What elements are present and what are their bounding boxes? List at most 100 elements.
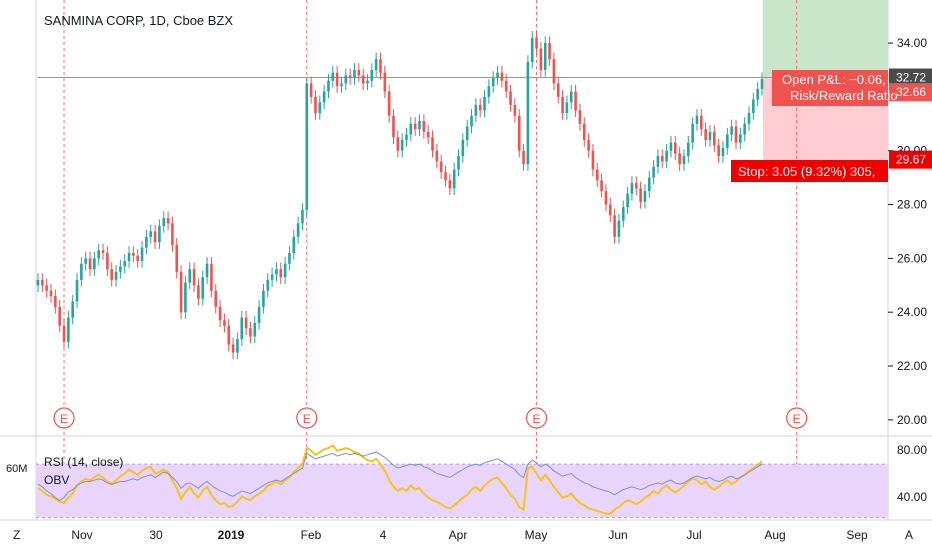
time-axis-label: 30 — [149, 528, 163, 542]
candle-body — [127, 252, 131, 262]
candle-body — [639, 188, 642, 202]
candle-body — [556, 83, 560, 97]
candle-body — [439, 161, 443, 173]
candle-body — [184, 282, 187, 313]
candle-body — [45, 285, 48, 291]
candle-body — [686, 142, 690, 157]
candle-body — [435, 150, 439, 162]
candle-body — [734, 126, 738, 143]
candle-body — [578, 110, 582, 124]
earnings-marker[interactable]: E — [525, 407, 548, 429]
earnings-letter: E — [533, 412, 541, 426]
last-price-tag-bg — [889, 83, 932, 102]
candle-body — [353, 69, 356, 79]
earnings-circle — [53, 407, 75, 429]
candle-body — [49, 290, 53, 297]
candle-body — [227, 325, 231, 345]
candle-body — [760, 79, 764, 89]
candle-body — [561, 96, 564, 114]
candle-body — [322, 91, 326, 103]
time-axis-label: 4 — [380, 528, 387, 542]
earnings-marker[interactable]: E — [786, 407, 808, 429]
candle-body — [283, 263, 287, 278]
rsi-line — [37, 451, 763, 501]
candle-body — [288, 252, 291, 264]
candle-body — [483, 96, 486, 111]
candle-body — [201, 277, 205, 299]
rsi-tick-80: 80.00 — [897, 443, 927, 457]
time-axis-label: 2019 — [218, 528, 245, 542]
candle-body — [548, 43, 551, 60]
candle-body — [552, 59, 556, 84]
time-axis-label: May — [525, 528, 548, 542]
candle-body — [426, 131, 430, 138]
obv-title: OBV — [44, 473, 69, 487]
candle-body — [149, 231, 153, 237]
candle-body — [660, 156, 664, 162]
candle-body — [318, 102, 322, 114]
candle-body — [405, 134, 408, 140]
candle-body — [652, 166, 655, 178]
candle-body — [348, 75, 352, 79]
candle-body — [491, 78, 495, 87]
candle-body — [400, 139, 404, 151]
candle-body — [526, 61, 530, 165]
candle-body — [71, 301, 74, 318]
auto-scale-button[interactable]: A — [905, 528, 913, 542]
profit-zone — [763, 0, 888, 78]
earnings-marker[interactable]: E — [296, 407, 318, 429]
candle-body — [171, 223, 174, 245]
candle-body — [166, 218, 170, 224]
time-axis-label: Apr — [449, 528, 468, 542]
candle-body — [132, 252, 135, 256]
candle-body — [530, 37, 534, 62]
candle-body — [257, 306, 261, 323]
earnings-letter: E — [793, 412, 801, 426]
candle-body — [626, 193, 629, 208]
candle-body — [509, 91, 512, 105]
candle-body — [413, 123, 417, 130]
indicator-lines — [37, 444, 763, 515]
candle-body — [327, 80, 330, 92]
candle-body — [739, 134, 742, 143]
candle-body — [97, 250, 100, 259]
candle-body — [301, 209, 304, 224]
candle-body — [431, 137, 434, 151]
candle-body — [106, 252, 109, 270]
candle-body — [422, 121, 426, 132]
zoom-button[interactable]: Z — [13, 528, 20, 542]
candle-body — [67, 317, 70, 342]
rsi-title: RSI (14, close) — [44, 455, 123, 469]
entry-price-tag-bg — [889, 68, 932, 87]
earnings-letter: E — [60, 412, 68, 426]
candle-body — [80, 263, 83, 280]
candle-body — [621, 207, 625, 221]
time-axis-label: Sep — [846, 528, 868, 542]
candle-body — [335, 72, 339, 87]
candle-body — [249, 328, 252, 337]
candle-body — [392, 115, 395, 138]
time-axis-label: Nov — [71, 528, 92, 542]
candle-body — [331, 72, 335, 81]
chart-title: SANMINA CORP, 1D, Cboe BZX — [44, 13, 233, 28]
time-axis-label: Jun — [608, 528, 627, 542]
candle-body — [673, 142, 677, 154]
earnings-marker[interactable]: E — [53, 407, 75, 429]
candle-body — [457, 156, 460, 170]
candle-body — [279, 269, 283, 278]
candle-body — [266, 279, 270, 291]
entry-price-tag: 32.72 — [889, 68, 932, 87]
candle-body — [600, 180, 603, 192]
candle-body — [713, 131, 716, 146]
candle-body — [747, 113, 751, 124]
obv-line — [37, 444, 763, 515]
candle-body — [582, 123, 586, 140]
earnings-letter: E — [303, 412, 311, 426]
rsi-tick-40: 40.00 — [897, 490, 927, 504]
price-tick-label: 20.00 — [897, 413, 927, 427]
stop-price-tag-text: 29.67 — [896, 153, 926, 167]
candle-body — [223, 320, 226, 326]
